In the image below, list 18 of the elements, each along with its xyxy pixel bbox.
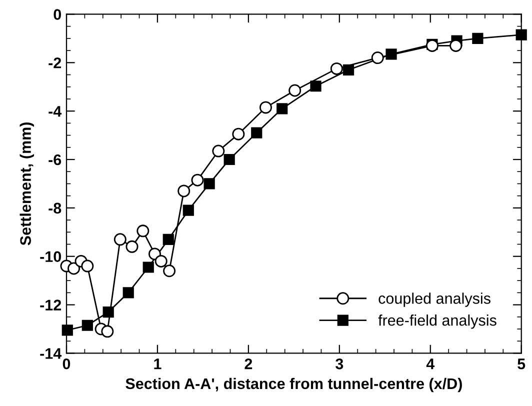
x-tick-label: 4 xyxy=(426,358,435,370)
x-tick-label: 0 xyxy=(62,358,70,370)
legend-label: free-field analysis xyxy=(378,314,496,329)
y-tick-label: -4 xyxy=(48,106,62,117)
y-tick-label: 0 xyxy=(54,9,62,20)
y-tick-label: -8 xyxy=(48,202,62,214)
x-tick-label: 2 xyxy=(244,358,252,370)
y-tick-label: -14 xyxy=(40,348,62,359)
x-axis-title: Section A-A', distance from tunnel-centre (x/D) xyxy=(126,378,462,392)
y-tick-label: -12 xyxy=(40,300,62,310)
x-tick-label: 5 xyxy=(518,358,526,370)
y-tick-label: -10 xyxy=(40,251,62,262)
x-tick-label: 3 xyxy=(336,358,344,370)
y-tick-label: -6 xyxy=(48,154,62,166)
legend-label: coupled analysis xyxy=(378,292,490,307)
y-axis-title: Settlement, (mm) xyxy=(20,122,34,246)
y-tick-label: -2 xyxy=(48,58,62,68)
x-tick-label: 1 xyxy=(154,358,162,370)
